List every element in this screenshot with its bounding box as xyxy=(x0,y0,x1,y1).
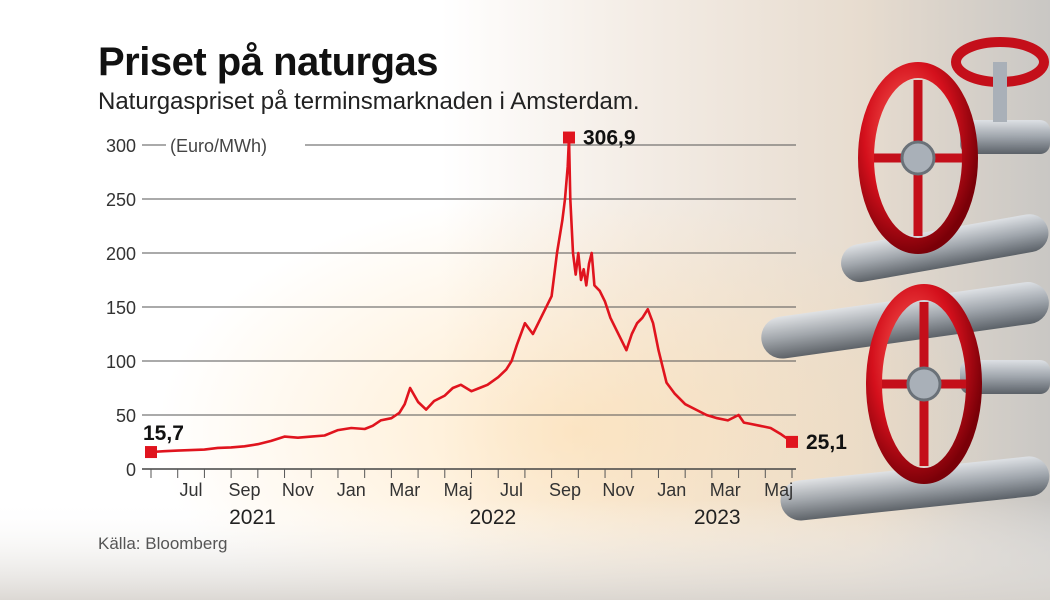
annotation-label: 25,1 xyxy=(806,431,847,454)
series-line-0 xyxy=(149,136,794,454)
x-tick-label: Jan xyxy=(337,480,366,500)
x-tick-label: Maj xyxy=(764,480,793,500)
y-axis-unit: (Euro/MWh) xyxy=(170,136,267,156)
y-tick-label: 300 xyxy=(106,136,136,156)
x-tick-label: Sep xyxy=(228,480,260,500)
y-tick-label: 200 xyxy=(106,244,136,264)
annotation-label: 15,7 xyxy=(143,422,184,445)
chart-subtitle: Naturgaspriset på terminsmarknaden i Ams… xyxy=(98,88,640,115)
y-tick-label: 100 xyxy=(106,352,136,372)
annotation-marker xyxy=(562,131,575,144)
x-year-label: 2021 xyxy=(229,506,276,529)
x-tick-label: Jul xyxy=(180,480,203,500)
x-tick-label: Mar xyxy=(389,480,420,500)
annotation-label: 306,9 xyxy=(583,127,636,150)
y-tick-label: 50 xyxy=(116,406,136,426)
x-year-label: 2022 xyxy=(470,506,517,529)
chart-title: Priset på naturgas xyxy=(98,40,439,84)
chart-source: Källa: Bloomberg xyxy=(98,534,228,553)
x-tick-label: Jan xyxy=(657,480,686,500)
valve-wheel-top xyxy=(858,37,1049,254)
x-tick-label: Maj xyxy=(444,480,473,500)
y-tick-label: 250 xyxy=(106,190,136,210)
x-tick-label: Mar xyxy=(710,480,741,500)
x-tick-label: Sep xyxy=(549,480,581,500)
y-tick-label: 150 xyxy=(106,298,136,318)
x-tick-label: Nov xyxy=(602,480,634,500)
valve-wheel-bottom xyxy=(866,284,982,484)
x-tick-label: Jul xyxy=(500,480,523,500)
annotation-marker xyxy=(145,446,157,459)
x-tick-label: Nov xyxy=(282,480,314,500)
annotation-marker xyxy=(786,435,798,448)
y-tick-label: 0 xyxy=(126,460,136,480)
x-year-label: 2023 xyxy=(694,506,741,529)
